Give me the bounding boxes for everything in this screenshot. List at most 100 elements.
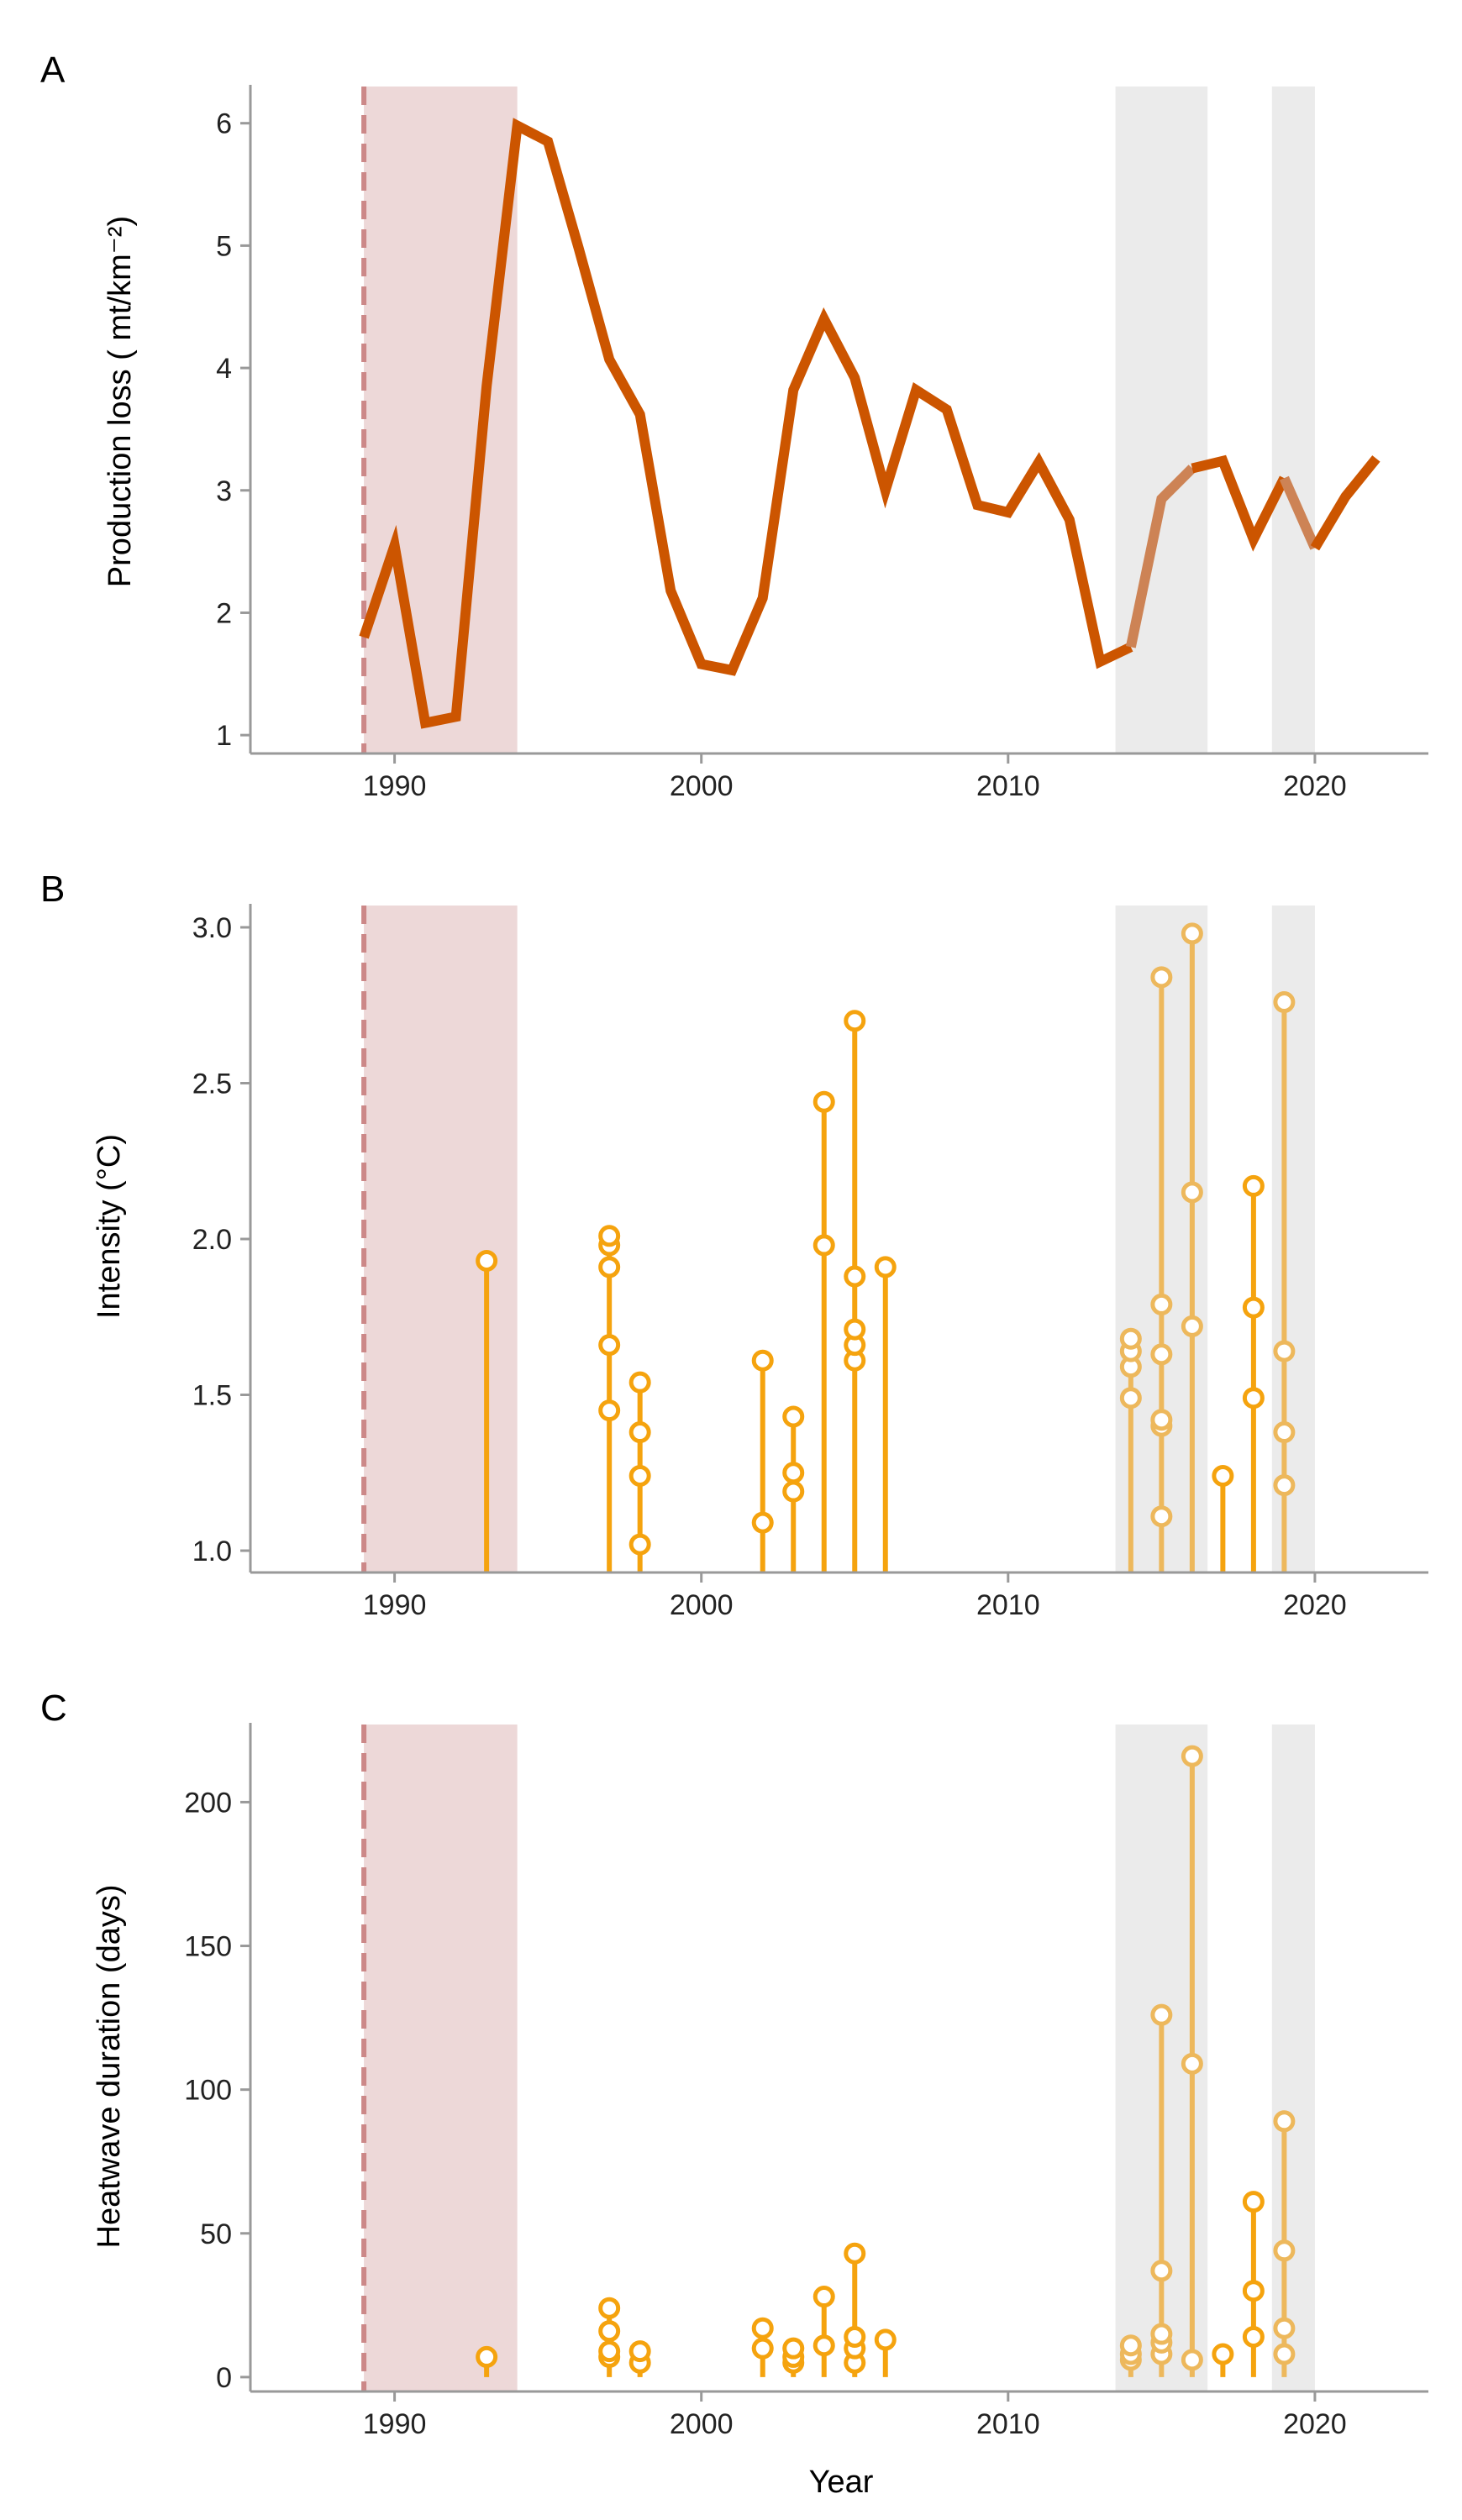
shade-grey-period-2 — [1271, 1725, 1315, 2391]
event-point-2017 — [1212, 1464, 1234, 1487]
event-point-1993 — [476, 2345, 498, 2368]
series-line-segment — [359, 118, 1133, 729]
event-point-2004 — [813, 1090, 835, 1113]
x-tick-label: 2020 — [1283, 770, 1347, 802]
y-tick-label: 200 — [184, 1787, 232, 1819]
y-tick-label: 2.5 — [192, 1068, 232, 1100]
event-point-2005 — [844, 2325, 866, 2348]
series-line-segment — [1191, 454, 1289, 552]
event-point-2004 — [813, 2286, 835, 2308]
event-point-2019 — [1273, 1474, 1296, 1497]
event-point-1998 — [628, 1371, 651, 1394]
y-tick-label: 100 — [184, 2075, 232, 2107]
event-point-2005 — [844, 1265, 866, 1288]
event-point-2005 — [844, 1318, 866, 1341]
shade-pink-period — [364, 1725, 518, 2391]
event-point-2005 — [844, 2242, 866, 2265]
event-point-2018 — [1242, 2280, 1265, 2302]
panel-c-duration: C 1990 2000 2010 2020 0 50 100 150 200 Heatwave … — [40, 1688, 1428, 2500]
y-tick-label: 1.5 — [192, 1380, 232, 1412]
shade-pink-period — [364, 87, 518, 753]
event-point-2002 — [751, 1349, 774, 1372]
event-point-2002 — [751, 1511, 774, 1534]
y-tick-label: 2 — [216, 597, 232, 629]
y-tick-label: 1.0 — [192, 1536, 232, 1567]
series-line-segment — [1279, 475, 1320, 550]
event-point-2018 — [1242, 1174, 1265, 1197]
panel-b-intensity: B 1990 2000 2010 2020 1.0 1.5 2.0 2.5 3.0 Intens… — [40, 869, 1428, 1621]
event-point-2015 — [1150, 2003, 1173, 2026]
event-point-2019 — [1273, 991, 1296, 1014]
x-axis-title: Year — [809, 2465, 874, 2500]
event-point-2015 — [1150, 966, 1173, 989]
event-point-2014 — [1119, 1387, 1142, 1410]
event-point-2018 — [1242, 1387, 1265, 1410]
x-tick-label: 1990 — [363, 2408, 427, 2440]
y-tick-label: 150 — [184, 1931, 232, 1963]
event-point-2018 — [1242, 2325, 1265, 2348]
event-point-2019 — [1273, 2317, 1296, 2339]
panel-label-a: A — [40, 50, 66, 91]
event-point-2019 — [1273, 1340, 1296, 1362]
event-point-2017 — [1212, 2343, 1234, 2365]
shade-grey-period-2 — [1271, 906, 1315, 1572]
event-point-2003 — [782, 1462, 805, 1484]
event-point-2015 — [1150, 1293, 1173, 1315]
panel-label-c: C — [40, 1688, 67, 1729]
y-tick-label: 6 — [216, 108, 232, 140]
event-point-1993 — [476, 1249, 498, 1272]
y-tick-label: 0 — [216, 2362, 232, 2394]
event-point-2015 — [1150, 1505, 1173, 1528]
x-tick-label: 2000 — [670, 770, 734, 802]
shade-grey-period-2 — [1271, 87, 1315, 753]
event-point-2002 — [751, 2317, 774, 2339]
event-point-2002 — [751, 2337, 774, 2360]
panel-label-b: B — [40, 869, 65, 910]
event-point-1997 — [598, 2320, 621, 2343]
y-tick-label: 3 — [216, 475, 232, 507]
y-tick-label: 4 — [216, 353, 232, 385]
x-tick-label: 2020 — [1283, 1589, 1347, 1621]
event-point-2015 — [1150, 1409, 1173, 1431]
event-point-2018 — [1242, 1296, 1265, 1319]
event-point-2015 — [1150, 1343, 1173, 1366]
event-point-2016 — [1181, 1315, 1203, 1337]
event-point-2004 — [813, 1234, 835, 1257]
event-point-2014 — [1119, 2334, 1142, 2357]
event-point-2019 — [1273, 2110, 1296, 2133]
event-point-1997 — [598, 1256, 621, 1278]
event-point-2006 — [874, 2328, 897, 2351]
series-line-segment — [1310, 455, 1380, 551]
event-point-2016 — [1181, 922, 1203, 945]
y-tick-label: 3.0 — [192, 912, 232, 944]
event-point-2016 — [1181, 1745, 1203, 1767]
y-axis-title-b: Intensity (°C) — [92, 1134, 127, 1319]
event-point-1998 — [628, 1533, 651, 1556]
event-point-2019 — [1273, 2343, 1296, 2365]
x-tick-label: 2010 — [976, 1589, 1040, 1621]
event-point-1997 — [598, 2297, 621, 2319]
x-tick-label: 2000 — [670, 1589, 734, 1621]
x-tick-label: 2010 — [976, 2408, 1040, 2440]
event-point-2006 — [874, 1256, 897, 1278]
event-point-2003 — [782, 1405, 805, 1428]
x-tick-label: 1990 — [363, 1589, 427, 1621]
event-point-2016 — [1181, 1181, 1203, 1204]
event-point-2016 — [1181, 2052, 1203, 2075]
x-tick-label: 2000 — [670, 2408, 734, 2440]
x-tick-label: 2020 — [1283, 2408, 1347, 2440]
event-point-2015 — [1150, 2323, 1173, 2345]
event-point-2018 — [1242, 2191, 1265, 2213]
panel-a-production-loss: A 1990 2000 2010 2020 1 2 3 4 5 6 Production loss… — [40, 50, 1428, 802]
event-point-1997 — [598, 1225, 621, 1247]
shade-grey-period-1 — [1115, 87, 1208, 753]
event-point-2014 — [1119, 1327, 1142, 1350]
y-axis-title-c: Heatwave duration (days) — [92, 1885, 127, 2249]
event-point-2004 — [813, 2334, 835, 2357]
event-point-2016 — [1181, 2349, 1203, 2371]
event-point-1997 — [598, 2340, 621, 2363]
event-point-2005 — [844, 1010, 866, 1032]
y-tick-label: 2.0 — [192, 1224, 232, 1256]
event-point-2003 — [782, 1480, 805, 1503]
y-tick-label: 50 — [200, 2218, 232, 2250]
